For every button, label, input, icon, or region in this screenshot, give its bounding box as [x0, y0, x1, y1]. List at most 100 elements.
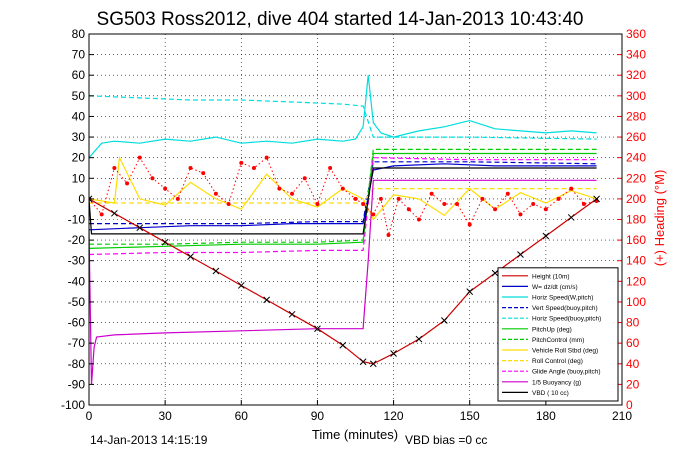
- y-tick-label: -40: [68, 274, 86, 288]
- height-marker: [314, 325, 321, 333]
- height-marker: [390, 350, 397, 357]
- series-heading-point: [467, 222, 472, 227]
- x-tick-label: 0: [86, 409, 93, 423]
- y-tick-label: 10: [72, 171, 86, 185]
- y2-tick-label: 80: [626, 316, 640, 330]
- right-axis-label: (+) Heading (°M): [652, 170, 667, 267]
- y2-tick-label: 60: [626, 336, 640, 350]
- series-heading-point: [163, 186, 168, 191]
- y-tick-label: 40: [72, 109, 86, 123]
- series-heading-point: [531, 202, 536, 207]
- y2-tick-label: 100: [626, 295, 646, 309]
- x-tick-label: 150: [460, 409, 480, 423]
- y2-tick-label: 180: [626, 213, 646, 227]
- series-heading-point: [315, 202, 320, 207]
- y-tick-label: -60: [68, 316, 86, 330]
- series-heading-point: [378, 196, 383, 201]
- legend-entry: VBD ( 10 cc): [532, 390, 569, 397]
- series-heading-point: [353, 196, 358, 201]
- y2-tick-label: 240: [626, 151, 646, 165]
- x-tick-label: 60: [235, 409, 249, 423]
- series-horiz-speed-w-pitch: [89, 75, 597, 159]
- height-marker: [187, 253, 194, 260]
- legend-entry: Horiz Speed(W,pitch): [532, 295, 593, 302]
- series-heading-point: [442, 202, 447, 207]
- series-vbd-10-cc: [89, 167, 597, 235]
- legend-entry: 1/5 Buoyancy (g): [532, 379, 581, 386]
- y-tick-label: 80: [72, 27, 86, 41]
- legend-entry: Vehicle Roll Stbd (deg): [532, 348, 598, 355]
- height-marker: [369, 360, 377, 368]
- height-marker: [89, 195, 93, 203]
- series-1-5-buoyancy-g: [89, 179, 597, 385]
- x-tick-label: 120: [384, 409, 404, 423]
- axes: 0 30 60 90 120 150 180 210-100-90-80-70-60-50-4…: [61, 27, 646, 423]
- y-tick-label: -50: [68, 295, 86, 309]
- series-heading-point: [112, 165, 117, 170]
- grid: [88, 33, 623, 406]
- series-heading-point: [396, 196, 401, 201]
- series-heading-point: [150, 176, 155, 181]
- y2-tick-label: 120: [626, 274, 646, 288]
- y2-tick-label: 300: [626, 89, 646, 103]
- y-tick-label: 20: [72, 151, 86, 165]
- series-w-dz-dt-cm-s: [89, 163, 597, 231]
- plot-area: [89, 75, 600, 385]
- height-marker: [339, 341, 347, 349]
- height-marker: [542, 232, 550, 240]
- series-horiz-speed-buoy-pitch: [89, 95, 597, 140]
- y2-tick-label: 360: [626, 27, 646, 41]
- series-heading-point: [226, 202, 231, 207]
- height-marker: [136, 224, 144, 232]
- height-marker: [111, 209, 118, 217]
- y-tick-label: 30: [72, 130, 86, 144]
- series-heading-point: [455, 202, 460, 207]
- plot-frame: [88, 33, 623, 406]
- series-heading-point: [239, 160, 244, 165]
- y2-tick-label: 140: [626, 254, 646, 268]
- footer-timestamp: 14-Jan-2013 14:15:19: [90, 433, 208, 447]
- y2-tick-label: 320: [626, 68, 646, 82]
- height-marker: [359, 358, 367, 366]
- series-heading-point: [290, 191, 295, 196]
- series-group: [89, 75, 600, 385]
- footer-vbd-bias: VBD bias =0 cc: [405, 433, 487, 447]
- series-heading-point: [371, 212, 376, 217]
- series-heading-point: [556, 196, 561, 201]
- y-tick-label: -80: [68, 357, 86, 371]
- height-marker: [237, 282, 245, 289]
- series-heading-point: [505, 191, 510, 196]
- y2-tick-label: 200: [626, 192, 646, 206]
- height-marker: [161, 238, 169, 246]
- legend-entry: PitchControl (mm): [532, 337, 584, 344]
- series-heading-point: [543, 207, 548, 212]
- series-heading-point: [493, 207, 498, 212]
- series-heading-point: [569, 186, 574, 191]
- y-tick-label: 50: [72, 89, 86, 103]
- legend: Height (10m) W= dz/dt (cm/s) Horiz Speed(W…: [497, 267, 619, 402]
- series-heading-point: [175, 196, 180, 201]
- series-heading-point: [518, 212, 523, 217]
- series-heading-point: [264, 155, 269, 160]
- series-pitchup-deg: [89, 152, 597, 249]
- series-heading-point: [328, 165, 333, 170]
- y-tick-label: -10: [68, 213, 86, 227]
- series-height-10m: [89, 198, 597, 365]
- y-tick-label: 0: [78, 192, 85, 206]
- y2-tick-label: 280: [626, 109, 646, 123]
- series-heading-point: [340, 186, 345, 191]
- y-tick-label: -100: [61, 398, 85, 412]
- legend-entry: Horiz Speed(buoy,pitch): [532, 316, 601, 323]
- legend-box: [497, 267, 619, 402]
- y2-tick-label: 340: [626, 48, 646, 62]
- series-heading-point: [406, 207, 411, 212]
- height-marker: [491, 269, 499, 277]
- y-tick-label: -20: [68, 233, 86, 247]
- y-tick-label: -30: [68, 254, 86, 268]
- series-roll-control-deg: [89, 188, 597, 204]
- series-heading-point: [277, 186, 282, 191]
- chart-title: SG503 Ross2012, dive 404 started 14-Jan-…: [97, 9, 584, 30]
- y-tick-label: -90: [68, 377, 86, 391]
- series-heading-point: [137, 155, 142, 160]
- series-heading-point: [125, 181, 130, 186]
